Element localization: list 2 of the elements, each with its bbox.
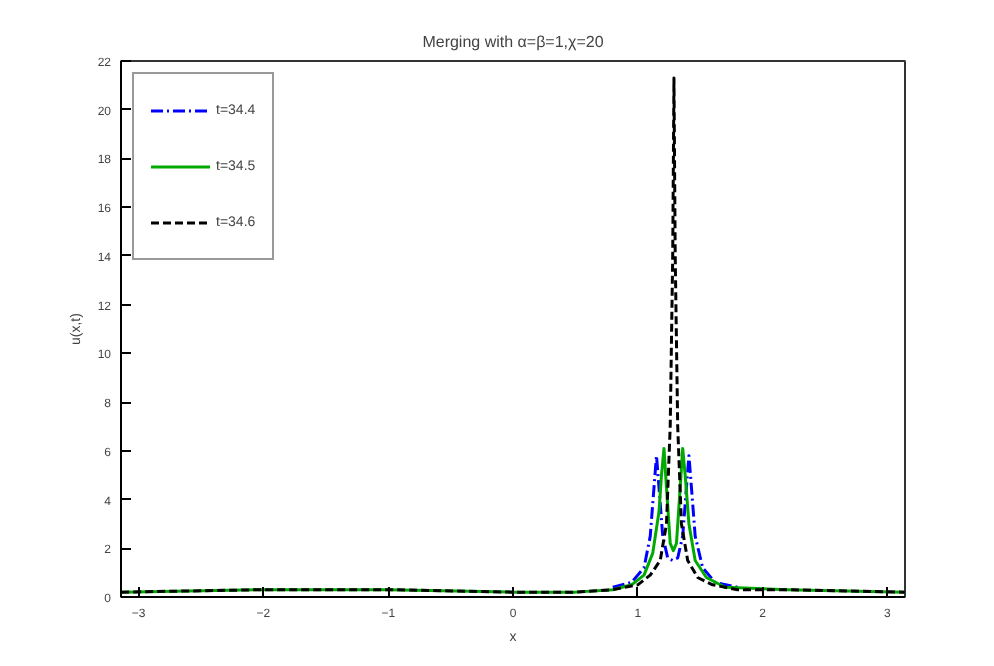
chart-title: Merging with α=β=1,χ=20 [422, 33, 605, 51]
line-series [611, 454, 740, 589]
